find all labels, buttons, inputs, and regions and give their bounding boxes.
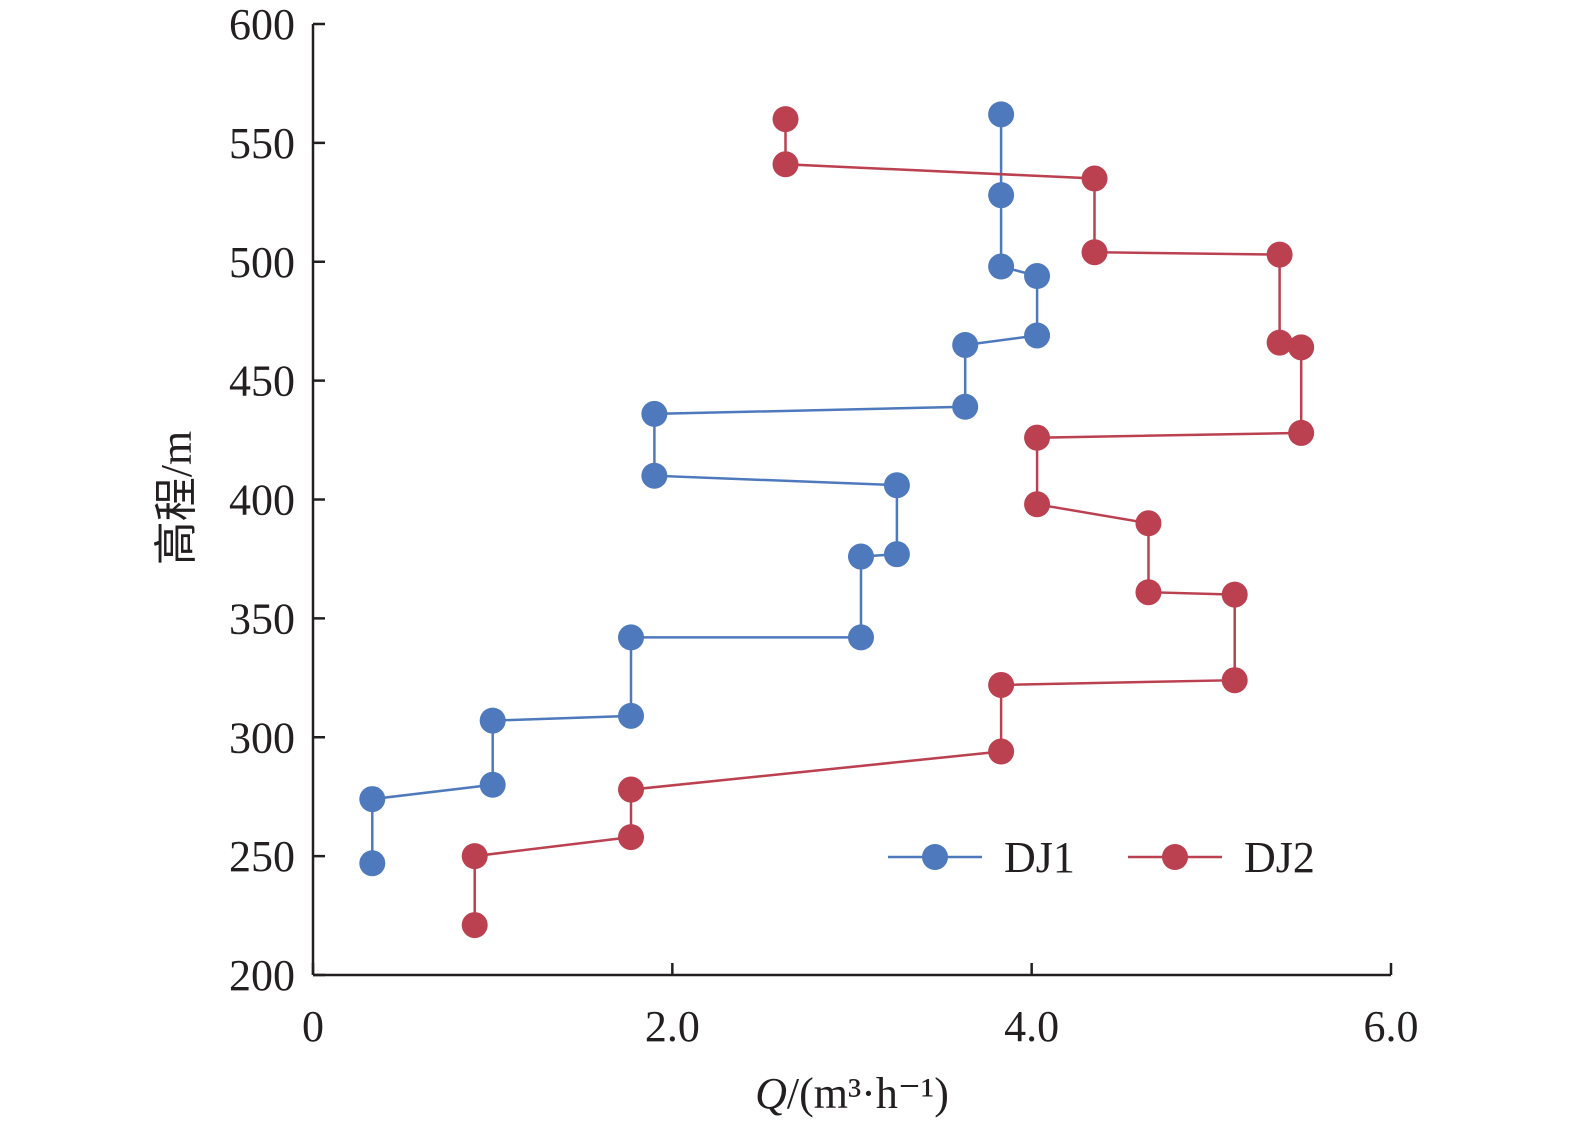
y-tick-label: 600 bbox=[229, 0, 295, 49]
data-point-dj2 bbox=[988, 738, 1015, 765]
data-point-dj1 bbox=[1024, 322, 1051, 349]
data-point-dj2 bbox=[1081, 239, 1108, 266]
data-point-dj2 bbox=[988, 671, 1015, 698]
legend-item-dj2: DJ2 bbox=[1128, 833, 1315, 882]
data-point-dj2 bbox=[772, 106, 799, 133]
x-axis-title-variable: Q bbox=[755, 1069, 787, 1118]
data-point-dj1 bbox=[641, 462, 668, 489]
y-ticks: 200 250 300 350 400 450 500 550 600 bbox=[229, 0, 325, 1000]
series-layer bbox=[359, 101, 1315, 939]
y-tick-label: 200 bbox=[229, 951, 295, 1000]
data-point-dj1 bbox=[479, 707, 506, 734]
data-point-dj1 bbox=[847, 624, 874, 651]
data-point-dj2 bbox=[618, 776, 645, 803]
data-point-dj2 bbox=[772, 151, 799, 178]
data-point-dj1 bbox=[618, 702, 645, 729]
series-line-dj1 bbox=[371, 114, 1039, 864]
data-point-dj2 bbox=[1081, 165, 1108, 192]
data-point-dj2 bbox=[1266, 241, 1293, 268]
y-tick-label: 550 bbox=[229, 119, 295, 168]
x-tick-label: 0 bbox=[302, 1002, 324, 1051]
y-tick-label: 500 bbox=[229, 238, 295, 287]
legend: DJ1 DJ2 bbox=[888, 833, 1315, 882]
data-point-dj2 bbox=[1288, 334, 1315, 361]
data-point-dj2 bbox=[1266, 329, 1293, 356]
x-axis-title: Q/(m³·h⁻¹) bbox=[755, 1069, 949, 1118]
x-ticks: 0 2.0 4.0 6.0 bbox=[302, 963, 1419, 1051]
data-point-dj2 bbox=[461, 843, 488, 870]
x-tick-label: 2.0 bbox=[645, 1002, 700, 1051]
data-point-dj2 bbox=[1288, 419, 1315, 446]
legend-label-dj1: DJ1 bbox=[1004, 833, 1075, 882]
data-point-dj2 bbox=[1024, 491, 1051, 518]
legend-marker-dj2 bbox=[1162, 844, 1188, 870]
legend-item-dj1: DJ1 bbox=[888, 833, 1075, 882]
data-point-dj1 bbox=[883, 541, 910, 568]
series-dj2 bbox=[461, 106, 1315, 939]
data-point-dj1 bbox=[952, 393, 979, 420]
legend-marker-dj1 bbox=[922, 844, 948, 870]
data-point-dj2 bbox=[1024, 424, 1051, 451]
series-line-dj2 bbox=[473, 119, 1303, 926]
data-point-dj2 bbox=[1135, 579, 1162, 606]
y-tick-label: 400 bbox=[229, 476, 295, 525]
y-tick-label: 250 bbox=[229, 832, 295, 881]
x-axis-title-unit: /(m³·h⁻¹) bbox=[787, 1069, 949, 1118]
x-tick-label: 6.0 bbox=[1364, 1002, 1419, 1051]
y-tick-label: 300 bbox=[229, 713, 295, 762]
data-point-dj1 bbox=[618, 624, 645, 651]
data-point-dj1 bbox=[988, 101, 1015, 128]
data-point-dj2 bbox=[618, 824, 645, 851]
data-point-dj1 bbox=[641, 400, 668, 427]
data-point-dj1 bbox=[988, 253, 1015, 280]
data-point-dj1 bbox=[1024, 263, 1051, 290]
data-point-dj1 bbox=[988, 182, 1015, 209]
data-point-dj2 bbox=[1221, 667, 1248, 694]
data-point-dj1 bbox=[359, 786, 386, 813]
y-axis-title: 高程/m bbox=[152, 431, 201, 565]
data-point-dj1 bbox=[479, 771, 506, 798]
y-tick-label: 450 bbox=[229, 357, 295, 406]
y-tick-label: 350 bbox=[229, 594, 295, 643]
data-point-dj2 bbox=[1135, 510, 1162, 537]
legend-label-dj2: DJ2 bbox=[1244, 833, 1315, 882]
x-tick-label: 4.0 bbox=[1004, 1002, 1059, 1051]
data-point-dj2 bbox=[461, 912, 488, 939]
data-point-dj1 bbox=[359, 850, 386, 877]
data-point-dj2 bbox=[1221, 581, 1248, 608]
data-point-dj1 bbox=[952, 331, 979, 358]
series-dj1 bbox=[359, 101, 1051, 877]
data-point-dj1 bbox=[883, 472, 910, 499]
data-point-dj1 bbox=[847, 543, 874, 570]
